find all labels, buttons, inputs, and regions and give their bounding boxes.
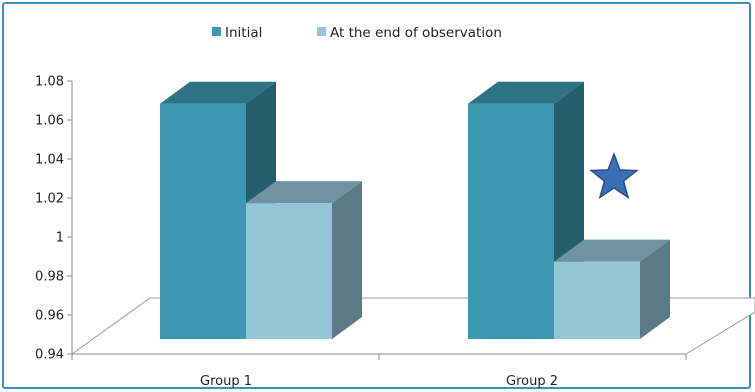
y-tick-label: 0.96 <box>35 309 64 324</box>
y-tick-label: 1.04 <box>35 153 64 168</box>
y-tick-label: 1.06 <box>35 114 64 129</box>
legend-swatch <box>317 27 326 36</box>
bar-end-of-observation-1 <box>246 181 362 339</box>
annotations <box>589 151 639 200</box>
category-label: Group 2 <box>506 374 558 389</box>
bar-front <box>554 261 640 339</box>
y-tick-label: 1 <box>56 231 64 246</box>
bar-top <box>246 181 362 204</box>
category-label: Group 1 <box>200 374 252 389</box>
star-icon <box>589 151 639 200</box>
bar-front <box>160 103 246 339</box>
legend-label: Initial <box>225 25 262 41</box>
y-tick-label: 1.08 <box>35 75 64 90</box>
bar-side <box>332 181 362 339</box>
y-tick-label: 1.02 <box>35 192 64 207</box>
bar-end-of-observation-2 <box>554 239 670 339</box>
y-tick-label: 0.98 <box>35 270 64 285</box>
bars <box>160 81 670 339</box>
y-tick-label: 0.94 <box>35 348 64 363</box>
legend: Initial At the end of observation <box>212 25 502 41</box>
bar-side <box>640 239 670 339</box>
bar-top <box>468 81 584 104</box>
bar-top <box>554 239 670 262</box>
bar-top <box>160 81 276 104</box>
legend-label: At the end of observation <box>330 25 502 41</box>
legend-swatch <box>212 27 221 36</box>
bar-front <box>246 203 332 339</box>
y-axis: 0.94 0.96 0.98 1 1.02 1.04 1.06 1.08 <box>35 75 687 363</box>
x-axis: Group 1 Group 2 <box>200 374 558 389</box>
bar-front <box>468 103 554 339</box>
